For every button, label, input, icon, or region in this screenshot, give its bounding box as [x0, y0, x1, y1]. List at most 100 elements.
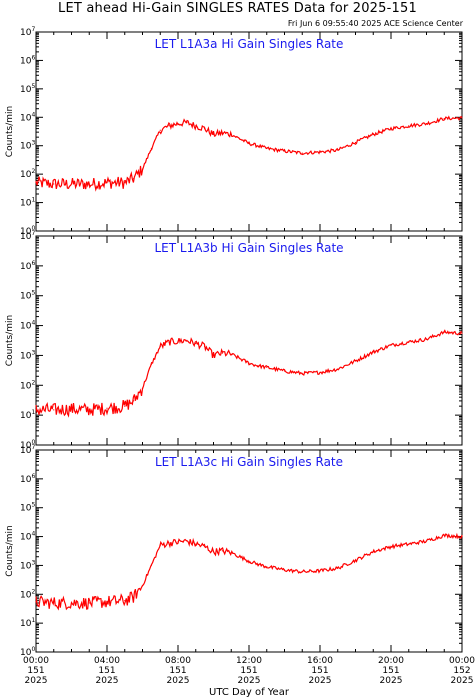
y-tick-label: 107 [20, 26, 35, 38]
data-point [221, 550, 223, 552]
data-point [88, 409, 90, 411]
y-tick-label: 101 [20, 409, 35, 421]
plot-frame [35, 235, 463, 446]
x-tick-label-time: 00:00 [449, 656, 475, 666]
timestamp-label: Fri Jun 6 09:55:40 2025 ACE Science Cent… [287, 19, 463, 28]
data-point [408, 125, 410, 127]
y-tick-label: 104 [20, 320, 35, 332]
data-point [159, 345, 161, 348]
y-tick-label: 106 [20, 54, 35, 66]
y-axis-title: Counts/min [5, 106, 15, 157]
y-tick-label: 105 [20, 502, 35, 514]
data-point [266, 566, 268, 568]
x-tick-label-day: 151 [382, 666, 399, 676]
data-point [301, 372, 303, 375]
y-tick-label: 100 [20, 225, 35, 237]
data-point [195, 342, 197, 345]
data-point [195, 125, 197, 127]
data-point [461, 117, 463, 119]
data-point [408, 341, 410, 343]
data-point [283, 569, 286, 571]
data-point [372, 351, 374, 353]
figure-title: LET ahead Hi-Gain SINGLES RATES Data for… [58, 1, 417, 16]
data-point [425, 540, 428, 542]
y-tick-label: 101 [20, 617, 35, 629]
y-tick-label: 104 [20, 531, 35, 543]
data-point [390, 344, 392, 346]
data-point [257, 563, 259, 565]
data-point [70, 183, 73, 185]
data-point [425, 338, 428, 340]
x-tick-label-day: 151 [98, 666, 115, 676]
x-tick-label-year: 2025 [238, 676, 261, 686]
data-point [301, 571, 303, 573]
y-tick-label: 106 [20, 473, 35, 485]
data-point [337, 567, 339, 569]
data-point [186, 540, 188, 542]
y-tick-label: 105 [20, 290, 35, 302]
data-point [168, 125, 170, 127]
x-tick-label-time: 12:00 [236, 656, 262, 666]
y-tick-label: 106 [20, 260, 35, 272]
data-point [301, 152, 303, 154]
data-point [372, 551, 374, 553]
data-point [266, 147, 268, 150]
data-point [354, 141, 357, 144]
data-point [204, 127, 206, 130]
y-tick-label: 107 [20, 444, 35, 456]
data-point [461, 535, 463, 538]
data-point [230, 551, 232, 554]
y-tick-label: 100 [20, 439, 35, 451]
data-point [319, 371, 321, 374]
data-point [70, 408, 73, 410]
data-point [53, 183, 55, 185]
data-point [283, 150, 286, 152]
series-line [35, 329, 463, 418]
y-tick-label: 104 [20, 111, 35, 123]
data-point [168, 542, 170, 544]
data-point [150, 147, 152, 150]
data-point [257, 145, 259, 147]
y-tick-label: 105 [20, 83, 35, 95]
panel-title: LET L1A3b Hi Gain Singles Rate [154, 241, 343, 255]
data-point [159, 544, 161, 546]
data-point [283, 370, 286, 372]
x-tick-label-year: 2025 [25, 676, 48, 686]
y-axis-title: Counts/min [5, 525, 15, 576]
data-point [425, 122, 428, 125]
x-tick-label-year: 2025 [451, 676, 474, 686]
data-point [212, 354, 215, 357]
x-tick-label-day: 151 [240, 666, 257, 676]
y-tick-label: 101 [20, 197, 35, 209]
x-tick-label-day: 151 [169, 666, 186, 676]
data-point [159, 129, 161, 131]
data-point [337, 149, 339, 151]
data-point [177, 122, 179, 125]
x-tick-label-day: 151 [27, 666, 44, 676]
x-tick-label-time: 16:00 [307, 656, 333, 666]
panel-title: LET L1A3c Hi Gain Singles Rate [155, 455, 343, 469]
data-point [230, 353, 232, 355]
data-point [124, 405, 126, 407]
data-point [204, 345, 206, 348]
x-tick-label-year: 2025 [96, 676, 119, 686]
data-point [133, 177, 135, 180]
data-point [141, 387, 144, 389]
data-point [35, 409, 37, 411]
data-point [53, 409, 55, 411]
data-point [88, 183, 90, 185]
x-tick-label-day: 151 [311, 666, 328, 676]
data-point [124, 600, 126, 602]
data-point [133, 596, 135, 598]
data-point [266, 366, 268, 368]
x-tick-label-time: 20:00 [378, 656, 404, 666]
data-point [35, 182, 37, 184]
data-point [141, 168, 144, 170]
y-tick-label: 102 [20, 379, 35, 391]
data-point [230, 133, 232, 136]
series-line [35, 532, 463, 611]
y-axis-title: Counts/min [5, 315, 15, 366]
data-point [372, 133, 374, 136]
x-tick-label-year: 2025 [309, 676, 332, 686]
data-point [221, 132, 223, 134]
